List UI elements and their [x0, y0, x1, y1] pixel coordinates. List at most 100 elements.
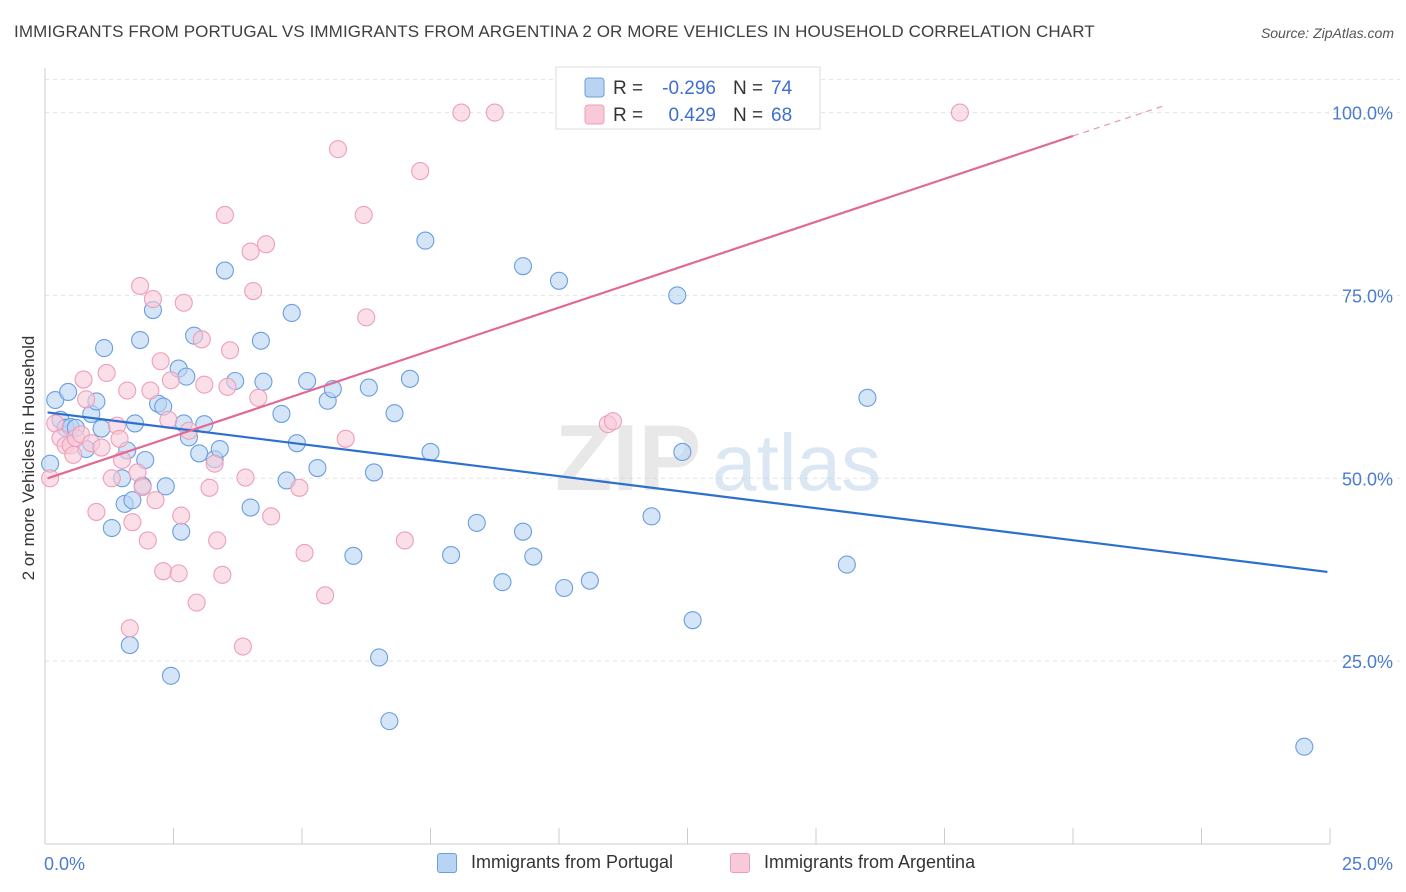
- data-point: [46, 390, 65, 410]
- data-point: [370, 648, 389, 667]
- legend-item-portugal: Immigrants from Portugal: [437, 852, 673, 873]
- data-point: [92, 419, 111, 438]
- source-credit: Source: ZipAtlas.com: [1260, 25, 1394, 41]
- legend-swatch-portugal: [437, 852, 457, 873]
- data-point: [123, 513, 142, 532]
- data-point: [336, 429, 355, 448]
- data-point: [411, 162, 430, 181]
- data-point: [241, 242, 260, 261]
- data-point: [524, 547, 543, 566]
- data-point: [1295, 737, 1314, 756]
- data-point: [102, 469, 121, 488]
- data-point: [131, 330, 150, 350]
- data-point: [549, 271, 569, 290]
- axes: [44, 68, 1331, 845]
- stats-r-label: R =: [613, 105, 643, 126]
- data-point: [580, 571, 599, 590]
- svg-text:atlas: atlas: [712, 418, 881, 507]
- stats-legend: R = -0.296 N = 74 R = 0.429 N = 68: [555, 66, 821, 130]
- trend-line: [47, 134, 1074, 480]
- data-point: [442, 546, 461, 565]
- data-point: [110, 429, 129, 448]
- data-point: [295, 543, 314, 562]
- data-point: [220, 341, 240, 360]
- data-point: [177, 367, 196, 386]
- data-point: [215, 205, 234, 225]
- data-point: [87, 502, 106, 521]
- chart-title: IMMIGRANTS FROM PORTUGAL VS IMMIGRANTS F…: [14, 22, 1095, 41]
- y-tick-labels: 25.0% 50.0% 75.0% 100.0%: [1332, 104, 1393, 673]
- data-point: [254, 372, 273, 391]
- data-point: [421, 442, 440, 462]
- data-point: [282, 303, 301, 323]
- data-point: [272, 404, 291, 423]
- data-point: [64, 445, 83, 464]
- data-point: [156, 477, 175, 496]
- data-point: [359, 378, 378, 397]
- data-point: [141, 381, 160, 400]
- data-point: [328, 140, 348, 159]
- data-point: [513, 522, 533, 541]
- data-point: [59, 382, 78, 402]
- data-point: [298, 371, 317, 391]
- data-point: [290, 478, 309, 497]
- data-point: [262, 507, 281, 526]
- data-point: [174, 293, 193, 312]
- data-point: [154, 562, 173, 581]
- data-point: [169, 564, 188, 583]
- data-point: [236, 468, 255, 487]
- data-point: [133, 478, 152, 497]
- data-point: [77, 390, 96, 409]
- data-point: [683, 611, 702, 630]
- data-point: [467, 513, 486, 532]
- data-point: [97, 363, 116, 383]
- data-point: [400, 369, 419, 388]
- data-point: [195, 375, 214, 394]
- data-point: [316, 586, 335, 605]
- data-point: [92, 438, 111, 457]
- legend-label-portugal: Immigrants from Portugal: [471, 852, 674, 872]
- data-point: [138, 531, 157, 550]
- x-tick-label: 25.0%: [1342, 854, 1393, 874]
- gridlines: [45, 79, 1400, 662]
- data-point: [416, 231, 435, 250]
- data-point: [251, 331, 270, 350]
- data-point: [215, 261, 234, 280]
- y-tick-label: 50.0%: [1342, 469, 1393, 489]
- data-point: [146, 491, 165, 510]
- stats-n-value: 68: [771, 105, 792, 126]
- data-point: [161, 371, 180, 390]
- stats-r-label: R =: [613, 78, 643, 99]
- data-point: [241, 498, 260, 517]
- data-point: [102, 518, 121, 538]
- data-point: [213, 565, 232, 584]
- data-point: [858, 388, 877, 407]
- data-point: [357, 308, 376, 327]
- trend-line: [47, 411, 1328, 574]
- data-point: [172, 506, 191, 525]
- trend-line-extension: [1072, 104, 1166, 137]
- x-tick-label: 0.0%: [44, 854, 85, 874]
- stats-n-label: N =: [733, 78, 763, 99]
- stats-swatch: [584, 77, 605, 98]
- data-point: [143, 290, 162, 309]
- data-point: [244, 281, 263, 301]
- watermark: ZIP atlas: [555, 405, 881, 510]
- data-point: [642, 507, 661, 526]
- legend-item-argentina: Immigrants from Argentina: [730, 852, 975, 873]
- data-point: [190, 444, 209, 463]
- data-point: [555, 578, 574, 598]
- series-argentina: [41, 103, 969, 656]
- data-point: [131, 276, 150, 295]
- legend-label-argentina: Immigrants from Argentina: [764, 852, 976, 872]
- y-tick-label: 25.0%: [1342, 652, 1393, 672]
- data-point: [161, 666, 180, 685]
- data-point: [249, 388, 268, 407]
- data-point: [172, 522, 191, 541]
- data-point: [120, 636, 139, 655]
- stats-r-value: 0.429: [668, 105, 716, 126]
- data-point: [344, 546, 363, 565]
- data-point: [218, 377, 237, 396]
- data-point: [493, 573, 512, 592]
